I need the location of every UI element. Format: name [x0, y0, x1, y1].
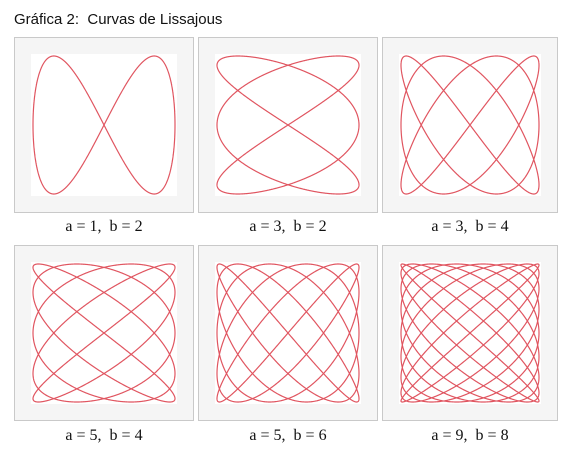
- lissajous-panel-4: [14, 245, 194, 421]
- lissajous-panel-2: [198, 37, 378, 213]
- lissajous-path: [400, 55, 540, 195]
- caption-6: a = 9, b = 8: [431, 427, 509, 444]
- lissajous-path: [32, 263, 176, 403]
- lissajous-path: [216, 55, 360, 195]
- lissajous-curve-1: [31, 54, 177, 196]
- caption-5: a = 5, b = 6: [249, 427, 327, 444]
- caption-2: a = 3, b = 2: [249, 218, 327, 235]
- caption-3: a = 3, b = 4: [431, 218, 509, 235]
- caption-1: a = 1, b = 2: [65, 218, 143, 235]
- lissajous-curve-2: [215, 54, 361, 196]
- lissajous-curve-3: [399, 54, 541, 196]
- lissajous-panel-6: [382, 245, 558, 421]
- lissajous-path: [32, 55, 176, 195]
- lissajous-curve-6: [399, 262, 541, 404]
- caption-4: a = 5, b = 4: [65, 427, 143, 444]
- lissajous-path: [216, 263, 360, 403]
- lissajous-curve-5: [215, 262, 361, 404]
- lissajous-panel-5: [198, 245, 378, 421]
- lissajous-panel-3: [382, 37, 558, 213]
- lissajous-path: [400, 263, 540, 403]
- lissajous-curve-4: [31, 262, 177, 404]
- figure-title: Gráfica 2: Curvas de Lissajous: [14, 11, 223, 28]
- lissajous-panel-1: [14, 37, 194, 213]
